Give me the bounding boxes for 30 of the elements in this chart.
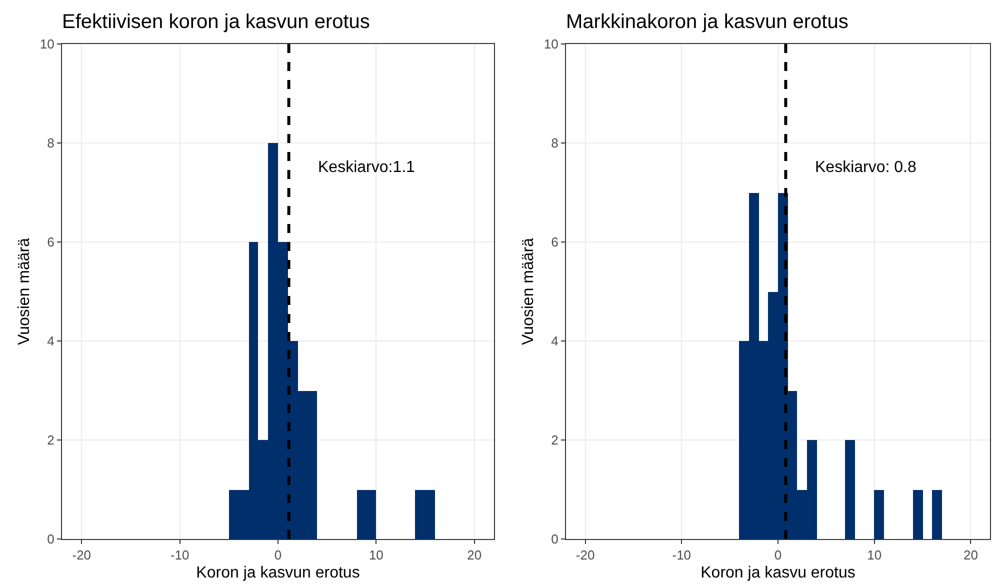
y-tick-label: 4 [551, 334, 558, 349]
y-tick-label: 8 [551, 136, 558, 151]
x-tick-label: -10 [170, 548, 190, 563]
y-tick-label: 2 [47, 432, 54, 448]
x-tick-label: 10 [867, 548, 882, 563]
y-tick-label: 4 [47, 334, 54, 349]
y-axis-title: Vuosien määrä [16, 238, 33, 346]
y-tick-label: 6 [47, 234, 54, 250]
x-tick-label: 20 [467, 548, 482, 563]
y-tick-label: 6 [551, 234, 558, 250]
x-tick-label: 0 [274, 548, 282, 563]
y-tick-label: 10 [40, 36, 54, 52]
x-tick-label: -20 [576, 548, 595, 563]
chart-title: Markkinakoron ja kasvun erotus [566, 11, 848, 33]
y-axis-title: Vuosien määrä [520, 238, 537, 346]
ref-line-label: Keskiarvo:1.1 [318, 159, 416, 176]
y-tick-label: 0 [47, 532, 54, 547]
x-tick-label: 0 [774, 548, 782, 563]
y-tick-label: 10 [544, 36, 558, 52]
x-axis-title: Koron ja kasvun erotus [196, 564, 360, 582]
x-tick-label: 20 [963, 548, 978, 563]
y-tick-label: 0 [551, 532, 558, 547]
chart-title: Efektiivisen koron ja kasvun erotus [62, 11, 370, 33]
y-tick-label: 8 [47, 136, 54, 151]
x-axis-title: Koron ja kasvu erotus [700, 564, 856, 582]
x-tick-label: -10 [672, 548, 692, 563]
y-tick-label: 2 [551, 432, 558, 448]
x-tick-label: -20 [72, 548, 92, 563]
x-tick-label: 10 [368, 548, 384, 563]
ref-line-label: Keskiarvo: 0.8 [815, 159, 916, 176]
